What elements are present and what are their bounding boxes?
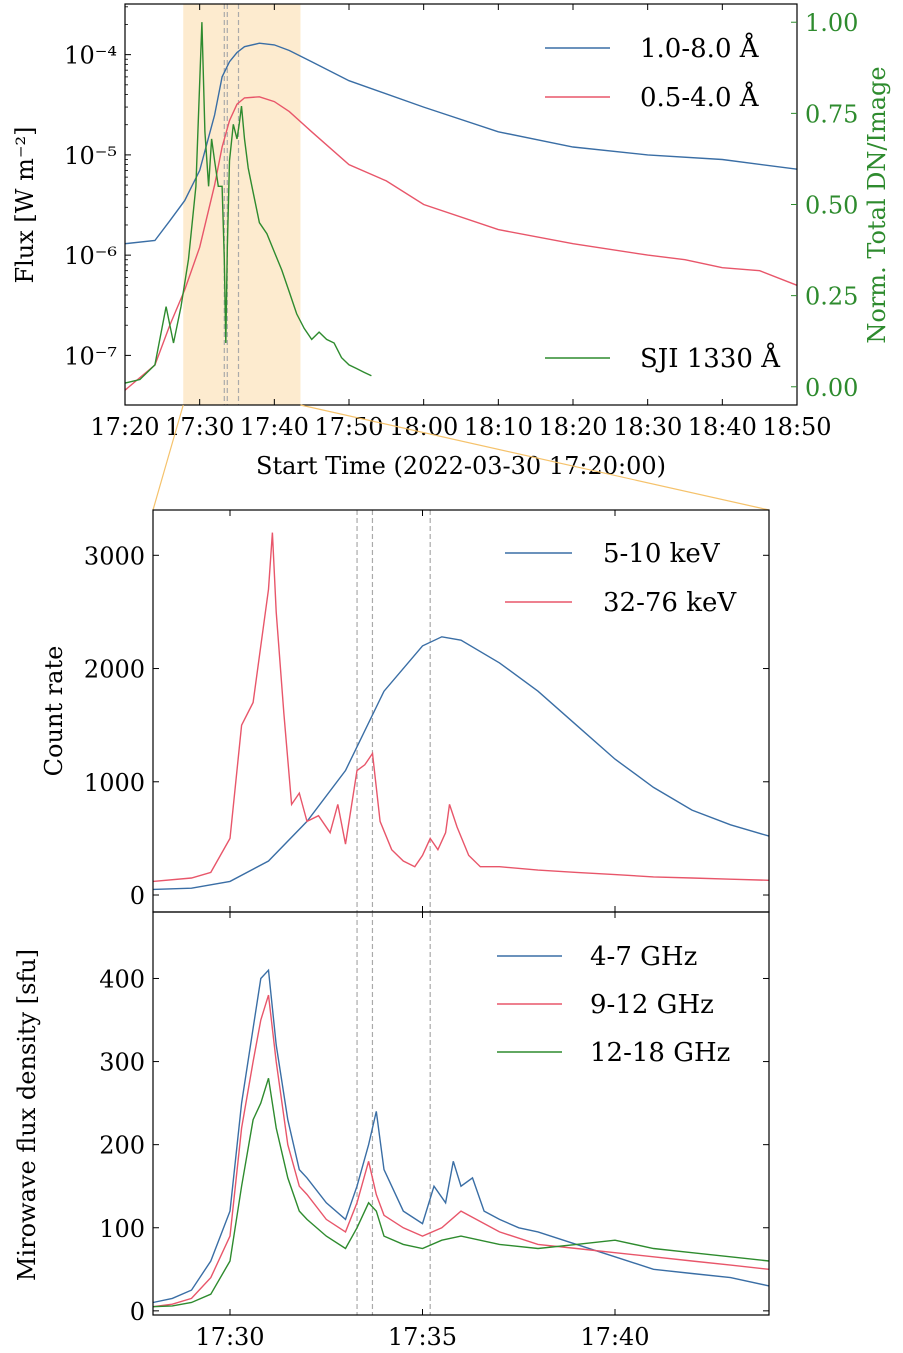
y-axis-ticks: 0 100 200 300 400 bbox=[99, 965, 769, 1326]
series-line-blue bbox=[152, 636, 770, 891]
y-tick-label: 100 bbox=[99, 1215, 145, 1243]
legend-label: SJI 1330 Å bbox=[640, 342, 781, 374]
zoom-line-right bbox=[300, 404, 770, 511]
series-line-green bbox=[152, 1077, 770, 1308]
x-axis-label: Start Time (2022-03-30 17:20:00) bbox=[256, 452, 666, 480]
series-line-blue bbox=[124, 42, 798, 245]
x-tick-label: 18:10 bbox=[464, 413, 533, 441]
y-right-tick-label: 0.75 bbox=[805, 100, 858, 128]
legend-label: 4-7 GHz bbox=[590, 942, 697, 972]
legend-label: 0.5-4.0 Å bbox=[640, 81, 760, 113]
x-tick-label: 17:20 bbox=[90, 413, 159, 441]
x-tick-label: 17:50 bbox=[314, 413, 383, 441]
y-tick-label: 10⁻⁷ bbox=[64, 342, 117, 370]
y-tick-label: 200 bbox=[99, 1132, 145, 1160]
y-right-tick-label: 0.25 bbox=[805, 283, 858, 311]
series-lines bbox=[124, 22, 798, 391]
x-axis-ticks: 17:30 17:35 17:40 bbox=[195, 912, 650, 1351]
series-line-red bbox=[152, 994, 770, 1308]
y-tick-label: 0 bbox=[130, 882, 145, 910]
x-tick-label: 18:30 bbox=[613, 413, 682, 441]
legend: 1.0-8.0 Å 0.5-4.0 Å SJI 1330 Å bbox=[545, 32, 781, 374]
guide-lines bbox=[356, 510, 431, 912]
y-tick-label: 400 bbox=[99, 965, 145, 993]
zoom-line-left bbox=[152, 404, 184, 511]
y-axis-ticks: 0 1000 2000 3000 bbox=[84, 542, 769, 910]
x-tick-label: 18:50 bbox=[762, 413, 831, 441]
y-tick-label: 3000 bbox=[84, 542, 145, 570]
x-tick-label: 18:20 bbox=[538, 413, 607, 441]
y-tick-label: 0 bbox=[130, 1298, 145, 1326]
y-right-axis-label: Norm. Total DN/Image bbox=[863, 66, 891, 343]
microwave-panel: 0 100 200 300 400 17:30 17:35 17:40 Mirowave f… bbox=[13, 911, 770, 1351]
series-lines bbox=[152, 532, 770, 891]
x-tick-label: 17:30 bbox=[195, 1323, 264, 1351]
legend-label: 9-12 GHz bbox=[590, 990, 714, 1020]
guide-lines bbox=[356, 912, 431, 1315]
y-right-tick-label: 1.00 bbox=[805, 9, 858, 37]
x-axis-ticks bbox=[229, 510, 616, 912]
hxr-count-panel: 0 1000 2000 3000 Count rate 5-10 keV 32-76 k… bbox=[40, 509, 770, 913]
series-line-green bbox=[124, 22, 372, 384]
zoom-connector-lines bbox=[152, 404, 770, 511]
goes-flux-panel: 17:20 17:30 17:40 17:50 18:00 18:10 18:20 18:30… bbox=[11, 3, 891, 480]
legend-label: 32-76 keV bbox=[603, 588, 737, 618]
legend-label: 12-18 GHz bbox=[590, 1038, 730, 1068]
series-line-red bbox=[152, 532, 770, 883]
x-axis-ticks: 17:20 17:30 17:40 17:50 18:00 18:10 18:20 18:30… bbox=[90, 4, 832, 441]
series-lines bbox=[152, 968, 770, 1308]
series-line-red bbox=[124, 96, 798, 391]
y-right-tick-label: 0.50 bbox=[805, 192, 858, 220]
y-right-tick-label: 0.00 bbox=[805, 374, 858, 402]
axes-frame bbox=[152, 911, 770, 1316]
y-tick-label: 1000 bbox=[84, 769, 145, 797]
y-axis-label: Flux [W m⁻²] bbox=[11, 126, 39, 283]
y-tick-label: 2000 bbox=[84, 656, 145, 684]
legend: 4-7 GHz 9-12 GHz 12-18 GHz bbox=[497, 942, 730, 1068]
y-axis-ticks: 10⁻⁷ 10⁻⁶ 10⁻⁵ 10⁻⁴ bbox=[64, 6, 131, 370]
y-tick-label: 10⁻⁶ bbox=[64, 242, 117, 270]
y-tick-label: 10⁻⁵ bbox=[64, 142, 117, 170]
legend-label: 1.0-8.0 Å bbox=[640, 32, 760, 64]
y-axis-label: Count rate bbox=[40, 646, 68, 777]
x-tick-label: 17:40 bbox=[240, 413, 309, 441]
series-line-blue bbox=[152, 968, 770, 1304]
y-axis-label: Mirowave flux density [sfu] bbox=[13, 949, 41, 1281]
legend: 5-10 keV 32-76 keV bbox=[505, 539, 737, 618]
y-tick-label: 300 bbox=[99, 1049, 145, 1077]
axes-frame bbox=[152, 509, 770, 913]
x-tick-label: 17:30 bbox=[165, 413, 234, 441]
y-tick-label: 10⁻⁴ bbox=[64, 42, 117, 70]
x-tick-label: 17:35 bbox=[388, 1323, 457, 1351]
legend-label: 5-10 keV bbox=[603, 539, 721, 569]
y-right-axis-ticks: 0.00 0.25 0.50 0.75 1.00 bbox=[791, 9, 858, 402]
x-tick-label: 18:40 bbox=[688, 413, 757, 441]
x-tick-label: 17:40 bbox=[580, 1323, 649, 1351]
